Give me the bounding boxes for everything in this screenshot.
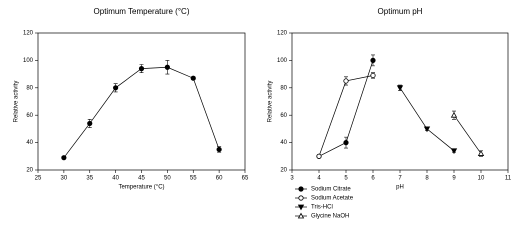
x-tick-label: 55 xyxy=(190,176,197,182)
y-tick-label: 100 xyxy=(23,58,34,64)
data-point xyxy=(164,64,170,70)
data-point xyxy=(216,146,222,153)
y-tick-label: 40 xyxy=(26,140,33,146)
x-tick-label: 45 xyxy=(138,176,145,182)
data-point xyxy=(450,148,458,155)
data-point xyxy=(316,153,322,159)
chart-title: Optimum pH xyxy=(378,7,423,16)
y-tick-label: 60 xyxy=(280,113,287,119)
legend-label: Glycine NaOH xyxy=(311,214,349,220)
legend-marker xyxy=(297,212,305,219)
x-tick-label: 6 xyxy=(371,176,375,182)
data-point xyxy=(343,140,349,146)
x-tick-label: 25 xyxy=(35,176,42,182)
y-axis-label: Relative activity xyxy=(14,81,20,123)
y-tick-label: 120 xyxy=(23,31,34,37)
data-point xyxy=(450,111,458,118)
y-tick-label: 40 xyxy=(280,140,287,146)
x-tick-label: 35 xyxy=(86,176,93,182)
data-point xyxy=(61,155,67,161)
x-tick-label: 30 xyxy=(61,176,68,182)
legend-label: Tris-HCl xyxy=(311,205,333,211)
data-point xyxy=(343,78,349,84)
x-tick-label: 8 xyxy=(425,176,429,182)
x-tick-label: 65 xyxy=(242,176,249,182)
legend-label: Sodium Citrate xyxy=(311,187,351,193)
legend-label: Sodium Acetate xyxy=(311,196,354,202)
data-point xyxy=(477,150,485,156)
background xyxy=(0,0,522,236)
legend-marker xyxy=(298,195,304,201)
x-tick-label: 40 xyxy=(112,176,119,182)
data-point xyxy=(423,126,431,133)
data-point xyxy=(87,120,93,127)
y-tick-label: 80 xyxy=(26,85,33,91)
x-tick-label: 5 xyxy=(344,176,348,182)
y-axis-label: Relative activity xyxy=(268,81,274,123)
data-point xyxy=(370,72,376,79)
data-point xyxy=(370,57,376,64)
y-tick-label: 60 xyxy=(26,113,33,119)
x-tick-label: 9 xyxy=(452,176,456,182)
legend-marker xyxy=(297,204,305,211)
x-tick-label: 3 xyxy=(290,176,294,182)
series-line xyxy=(453,114,482,154)
figure: Optimum Temperature (°C)25 30 35 40 45 50 55 60… xyxy=(0,0,522,236)
legend-marker xyxy=(298,186,304,192)
data-point xyxy=(190,75,196,81)
data-point xyxy=(113,85,119,91)
x-tick-label: 4 xyxy=(317,176,321,182)
y-tick-label: 20 xyxy=(26,168,33,174)
data-point xyxy=(396,85,404,92)
y-tick-label: 100 xyxy=(277,58,288,64)
y-tick-label: 20 xyxy=(280,168,287,174)
y-tick-label: 120 xyxy=(277,31,288,37)
x-axis-label: pH xyxy=(396,185,404,191)
x-tick-label: 50 xyxy=(164,176,171,182)
x-tick-label: 60 xyxy=(216,176,223,182)
x-tick-label: 10 xyxy=(478,176,485,182)
data-point xyxy=(138,66,145,72)
x-tick-label: 7 xyxy=(398,176,402,182)
x-axis-label: Temperature (°C) xyxy=(118,185,164,191)
chart-title: Optimum Temperature (°C) xyxy=(94,7,190,16)
y-tick-label: 80 xyxy=(280,85,287,91)
x-tick-label: 11 xyxy=(505,176,512,182)
